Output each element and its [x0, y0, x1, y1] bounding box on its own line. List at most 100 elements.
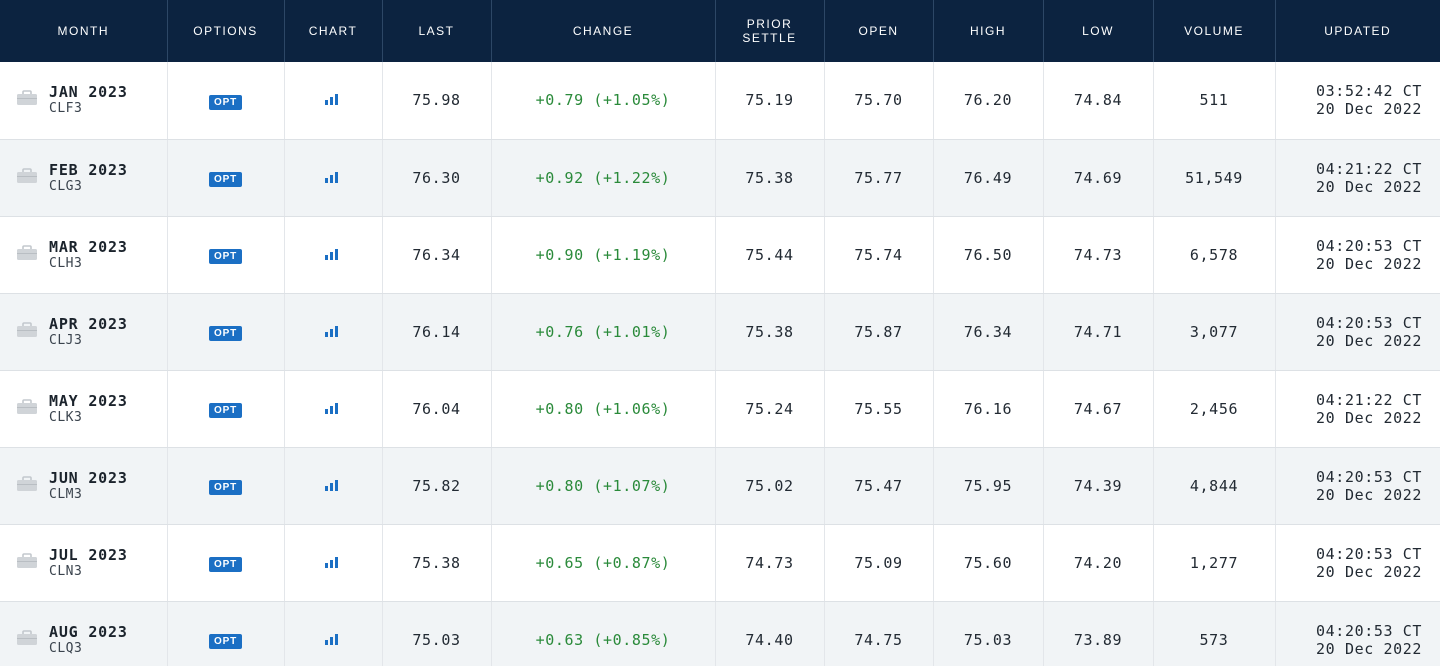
briefcase-icon[interactable]: [16, 552, 38, 573]
contract-month[interactable]: AUG 2023: [49, 622, 128, 641]
contract-code: CLH3: [49, 255, 83, 271]
chart-cell: [284, 216, 383, 294]
header-open[interactable]: OPEN: [824, 0, 934, 62]
last-price: 75.98: [382, 62, 492, 140]
high-price: 76.20: [933, 62, 1044, 140]
opt-button[interactable]: OPT: [209, 249, 242, 264]
opt-button[interactable]: OPT: [209, 94, 242, 110]
updated-time: 04:20:53 CT: [1316, 236, 1422, 255]
header-change[interactable]: CHANGE: [491, 0, 716, 62]
table-body: JAN 2023 CLF3 OPT 75.98 +0.79 (+1.05%) 7…: [0, 62, 1440, 666]
contract-month[interactable]: JUN 2023: [49, 468, 128, 487]
chart-cell: [284, 601, 383, 666]
bar-chart-icon[interactable]: [324, 477, 342, 495]
updated-time: 04:21:22 CT: [1316, 159, 1422, 178]
contract-month[interactable]: JUL 2023: [49, 545, 128, 564]
contract-code: CLK3: [49, 409, 83, 425]
table-row: AUG 2023 CLQ3 OPT 75.03 +0.63 (+0.85%) 7…: [0, 601, 1440, 666]
header-prior-label: PRIOR: [746, 17, 793, 31]
header-month[interactable]: MONTH: [0, 0, 168, 62]
open-price: 75.55: [824, 370, 934, 448]
updated-date: 20 Dec 2022: [1316, 177, 1422, 196]
high-price: 76.34: [933, 293, 1044, 371]
table-row: FEB 2023 CLG3 OPT 76.30 +0.92 (+1.22%) 7…: [0, 139, 1440, 217]
bar-chart-icon[interactable]: [324, 169, 342, 187]
updated-cell: 04:20:53 CT 20 Dec 2022: [1275, 601, 1440, 666]
contract-month[interactable]: APR 2023: [49, 314, 128, 333]
briefcase-icon[interactable]: [16, 244, 38, 265]
bar-chart-icon[interactable]: [324, 631, 342, 649]
last-price: 75.03: [382, 601, 492, 666]
price-change: +0.80 (+1.06%): [491, 370, 716, 448]
opt-button[interactable]: OPT: [209, 557, 242, 572]
briefcase-icon[interactable]: [16, 321, 38, 342]
last-price: 75.38: [382, 524, 492, 602]
high-price: 76.49: [933, 139, 1044, 217]
volume: 6,578: [1153, 216, 1276, 294]
briefcase-icon[interactable]: [16, 398, 38, 419]
updated-cell: 04:21:22 CT 20 Dec 2022: [1275, 370, 1440, 448]
updated-date: 20 Dec 2022: [1316, 485, 1422, 504]
opt-button[interactable]: OPT: [209, 480, 242, 495]
briefcase-icon[interactable]: [16, 90, 38, 110]
month-cell: MAR 2023 CLH3: [0, 216, 168, 294]
volume: 4,844: [1153, 447, 1276, 525]
header-high[interactable]: HIGH: [933, 0, 1044, 62]
month-cell: APR 2023 CLJ3: [0, 293, 168, 371]
low-price: 74.71: [1043, 293, 1154, 371]
updated-cell: 03:52:42 CT 20 Dec 2022: [1275, 62, 1440, 140]
chart-cell: [284, 447, 383, 525]
chart-cell: [284, 62, 383, 140]
contract-code: CLN3: [49, 563, 83, 579]
briefcase-icon[interactable]: [16, 167, 38, 188]
opt-button[interactable]: OPT: [209, 172, 242, 187]
high-price: 75.03: [933, 601, 1044, 666]
bar-chart-icon[interactable]: [324, 554, 342, 572]
updated-time: 04:20:53 CT: [1316, 621, 1422, 640]
header-prior-settle[interactable]: PRIOR SETTLE: [715, 0, 825, 62]
bar-chart-icon[interactable]: [324, 400, 342, 418]
contract-month[interactable]: FEB 2023: [49, 160, 128, 179]
options-cell: OPT: [167, 524, 285, 602]
updated-date: 20 Dec 2022: [1316, 562, 1422, 581]
contract-month[interactable]: MAR 2023: [49, 237, 128, 256]
header-options: OPTIONS: [167, 0, 285, 62]
briefcase-icon[interactable]: [16, 475, 38, 496]
price-change: +0.63 (+0.85%): [491, 601, 716, 666]
prior-settle: 75.24: [715, 370, 825, 448]
chart-cell: [284, 524, 383, 602]
options-cell: OPT: [167, 62, 285, 140]
updated-time: 03:52:42 CT: [1316, 82, 1422, 101]
header-last[interactable]: LAST: [382, 0, 492, 62]
table-row: APR 2023 CLJ3 OPT 76.14 +0.76 (+1.01%) 7…: [0, 293, 1440, 371]
opt-button[interactable]: OPT: [209, 403, 242, 418]
table-row: JUN 2023 CLM3 OPT 75.82 +0.80 (+1.07%) 7…: [0, 447, 1440, 525]
contract-month[interactable]: JAN 2023: [49, 83, 128, 102]
updated-cell: 04:21:22 CT 20 Dec 2022: [1275, 139, 1440, 217]
updated-cell: 04:20:53 CT 20 Dec 2022: [1275, 447, 1440, 525]
bar-chart-icon[interactable]: [324, 91, 342, 109]
low-price: 74.69: [1043, 139, 1154, 217]
last-price: 76.14: [382, 293, 492, 371]
options-cell: OPT: [167, 601, 285, 666]
bar-chart-icon[interactable]: [324, 246, 342, 264]
opt-button[interactable]: OPT: [209, 326, 242, 341]
prior-settle: 75.19: [715, 62, 825, 140]
opt-button[interactable]: OPT: [209, 634, 242, 649]
contract-month[interactable]: MAY 2023: [49, 391, 128, 410]
briefcase-icon[interactable]: [16, 629, 38, 650]
open-price: 75.77: [824, 139, 934, 217]
header-row: MONTH OPTIONS CHART LAST CHANGE PRIOR SE…: [0, 0, 1440, 62]
header-updated[interactable]: UPDATED: [1275, 0, 1440, 62]
low-price: 74.73: [1043, 216, 1154, 294]
open-price: 74.75: [824, 601, 934, 666]
header-low[interactable]: LOW: [1043, 0, 1154, 62]
bar-chart-icon[interactable]: [324, 323, 342, 341]
month-cell: AUG 2023 CLQ3: [0, 601, 168, 666]
header-chart: CHART: [284, 0, 383, 62]
month-cell: JUN 2023 CLM3: [0, 447, 168, 525]
low-price: 74.84: [1043, 62, 1154, 140]
prior-settle: 75.44: [715, 216, 825, 294]
table-row: MAY 2023 CLK3 OPT 76.04 +0.80 (+1.06%) 7…: [0, 370, 1440, 448]
header-volume[interactable]: VOLUME: [1153, 0, 1276, 62]
